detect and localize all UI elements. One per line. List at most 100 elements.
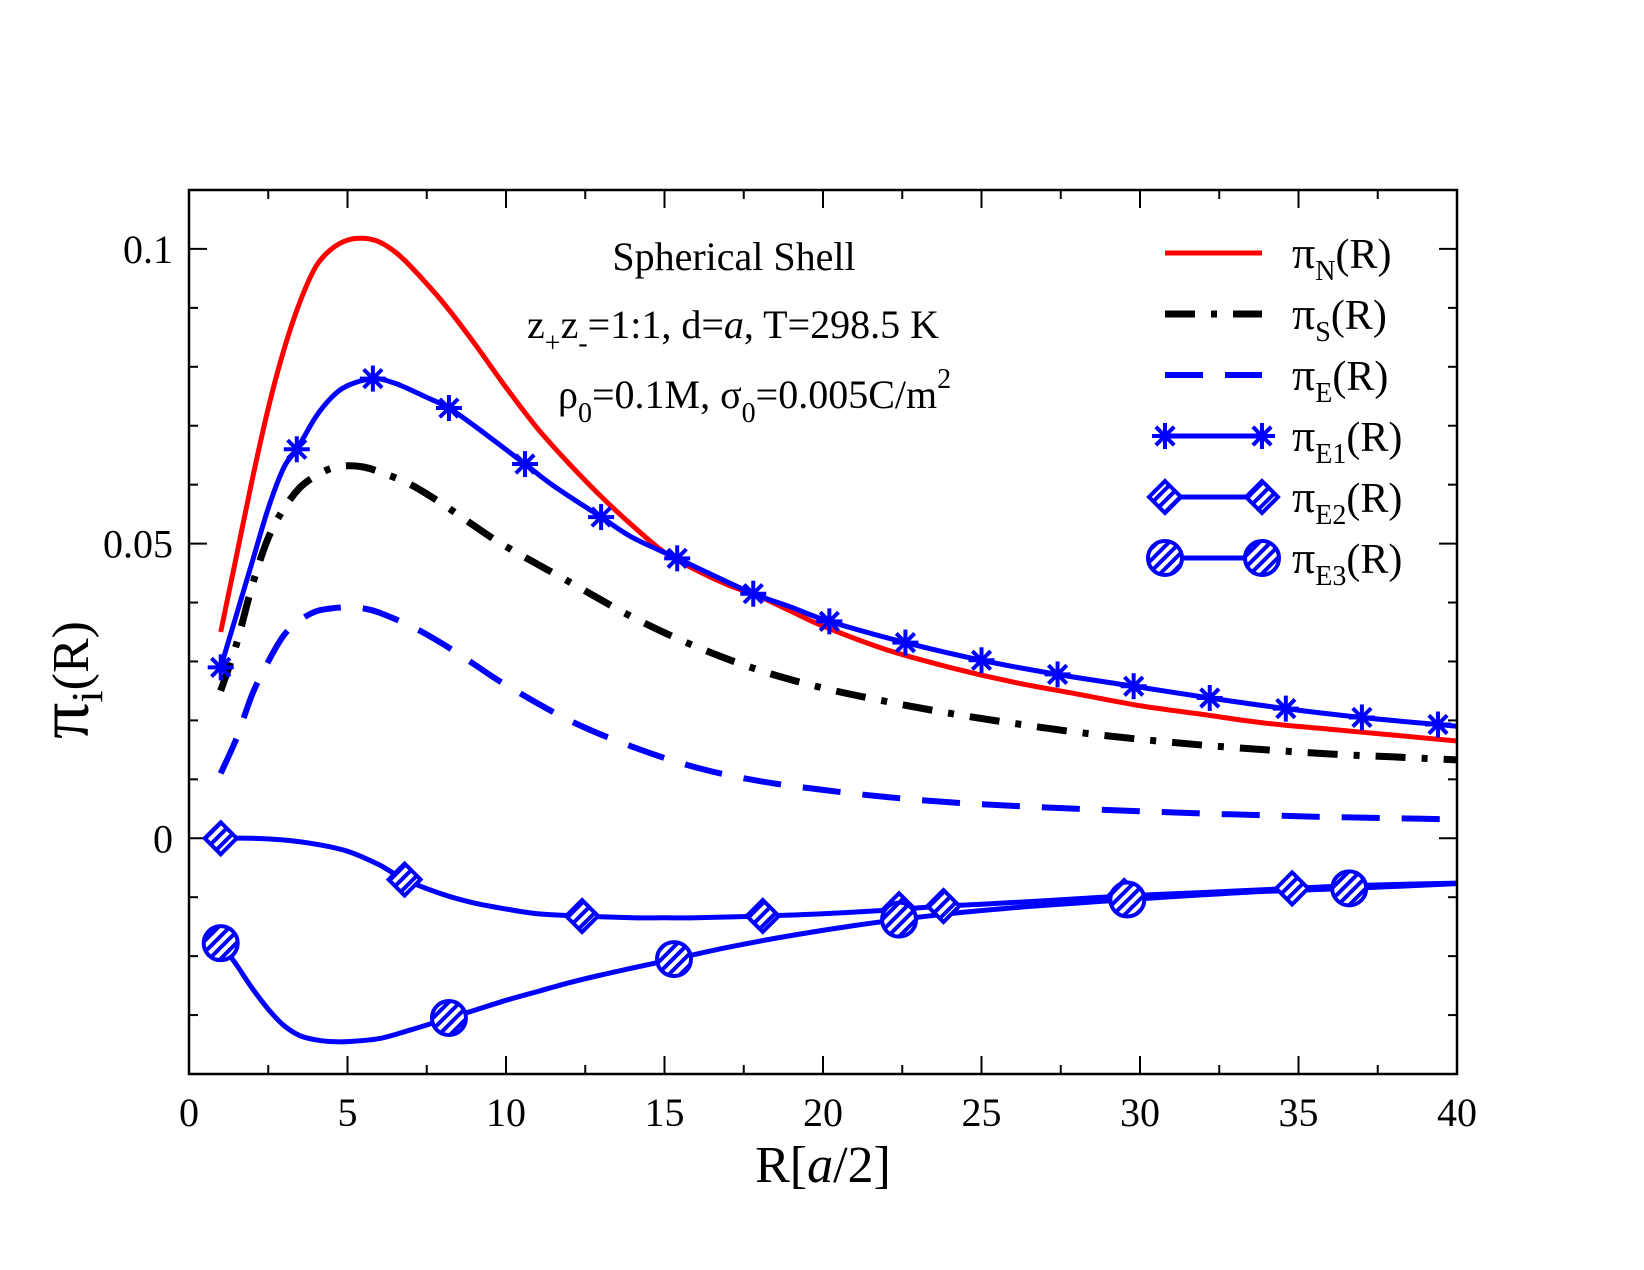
annotation-line3: ρ0=0.1M, σ0=0.005C/m2 [558,364,951,429]
series-piE1-marker [1196,685,1223,712]
series-piE1-marker [283,436,310,463]
x-axis-title-prefix: R[ [755,1137,807,1194]
legend-label-piE3: πE3(R) [1292,532,1402,592]
series-piE1-marker [892,629,919,656]
legend-label-piE: πE(R) [1292,349,1388,409]
y-tick-labels: 0 0.05 0.1 [103,227,173,861]
series-piE1-marker-stroke [438,397,460,419]
series-piE1-marker [968,647,995,674]
series-piE1-marker-stroke [1199,687,1221,709]
plot-frame [187,188,1459,1076]
legend-marker-piE1-stroke [1154,425,1176,447]
anno-sub-plus: + [545,328,561,359]
series-piE2-marker [385,860,424,899]
x-axis-title: R[a/2] [755,1137,891,1194]
series-piE1-marker [1272,695,1299,722]
series-piE3-marker [201,924,240,963]
legend-label-suffix: (R) [1346,537,1402,583]
series-piE1-marker [1348,704,1375,731]
series-piE3-marker [429,999,468,1038]
series-piE1-marker [435,395,462,422]
legend: πN(R)πS(R)πE(R)πE1(R)πE2(R)πE3(R) [1146,227,1402,592]
legend-marker-piE1-stroke [1251,425,1273,447]
legend-label-piE1: πE1(R) [1292,410,1402,470]
legend-marker-piE1 [1152,423,1178,449]
legend-label-pi: π [1292,227,1315,278]
anno-sub0a: 0 [578,398,592,429]
anno-rho: ρ [558,372,578,417]
legend-marker-piE2 [1146,478,1184,516]
anno-rest: =1:1, d= [588,302,724,347]
x-tick-label: 20 [803,1090,843,1135]
series-piE1-marker [512,451,539,478]
legend-label-sub: E2 [1315,500,1346,531]
legend-marker-piE2 [1243,478,1281,516]
legend-label-sub: S [1315,317,1331,348]
series-piE1-marker [588,504,615,531]
x-tick-label: 40 [1437,1090,1477,1135]
series-piE2-marker [743,897,782,935]
series-piE3-marker [655,940,694,979]
series-piE1-marker-stroke [210,656,232,678]
legend-label-sub: N [1315,256,1335,287]
series-piE1-marker-stroke [1275,698,1297,720]
anno-sigma-val: =0.005C/m [756,372,937,417]
legend-marker-piE1 [1249,423,1275,449]
legend-label-pi: π [1292,471,1315,522]
series-piE1-marker-stroke [590,506,612,528]
series-piE1-marker-stroke [894,632,917,654]
series-piE1-marker [1120,673,1147,700]
anno-sub-minus: - [578,328,587,359]
series-piE1-marker-stroke [286,438,308,460]
series-piE1-marker-stroke [1123,675,1145,697]
series-piE1-marker-stroke [362,367,384,390]
series-piE1-marker [1424,711,1451,738]
legend-label-pi: π [1292,349,1315,400]
x-tick-label: 25 [962,1090,1002,1135]
y-axis-title: πi(R) [24,621,112,739]
anno-z2: z [561,302,579,347]
legend-marker-piE3 [1243,539,1281,577]
series-piE1-marker-stroke [970,649,993,671]
series-piE1-marker [359,365,386,392]
y-tick-label: 0 [153,816,173,861]
legend-label-sub: E1 [1315,439,1346,470]
legend-label-pi: π [1292,410,1315,461]
series-piE-line [217,604,1457,823]
series-piE1-marker-stroke [1046,663,1069,686]
series-lines [217,235,1457,1045]
series-piE1-marker-stroke [514,453,536,475]
x-tick-label: 35 [1279,1090,1319,1135]
series-piE1-marker-stroke [1351,706,1373,729]
legend-label-sub: E3 [1315,561,1346,592]
x-tick-label: 5 [338,1090,358,1135]
legend-label-suffix: (R) [1335,232,1391,278]
x-axis-title-italic: a [807,1137,833,1194]
x-tick-label: 15 [645,1090,685,1135]
legend-label-piN: πN(R) [1292,227,1391,287]
series-piE1-marker [1044,661,1071,688]
legend-label-piS: πS(R) [1292,288,1387,348]
series-piE1-marker [664,545,691,572]
x-tick-label: 10 [486,1090,526,1135]
x-axis-title-suffix: /2] [833,1137,891,1194]
anno-temp: , T=298.5 K [744,302,939,347]
y-tick-label: 0.05 [103,522,173,567]
series-piE2-marker [1273,869,1311,908]
series-piN-line [218,235,1457,744]
x-tick-label: 30 [1120,1090,1160,1135]
series-piE2-marker [924,887,963,925]
x-tick-labels: 0 5 10 15 20 25 30 35 40 [179,1090,1477,1135]
series-piS-line [217,462,1457,764]
series-piE1-marker [816,608,843,635]
y-axis-title-pi: π [24,703,104,739]
series-piE1-marker-stroke [666,547,688,569]
annotation-line2: z+z-=1:1, d=a, T=298.5 K [527,302,939,359]
series-piE3-marker [1330,869,1369,908]
series-piE1-marker-stroke [742,583,764,605]
series-piE1-marker-stroke [818,610,840,632]
legend-label-pi: π [1292,532,1315,583]
legend-label-suffix: (R) [1346,476,1402,522]
series-piE2-marker [563,897,601,935]
